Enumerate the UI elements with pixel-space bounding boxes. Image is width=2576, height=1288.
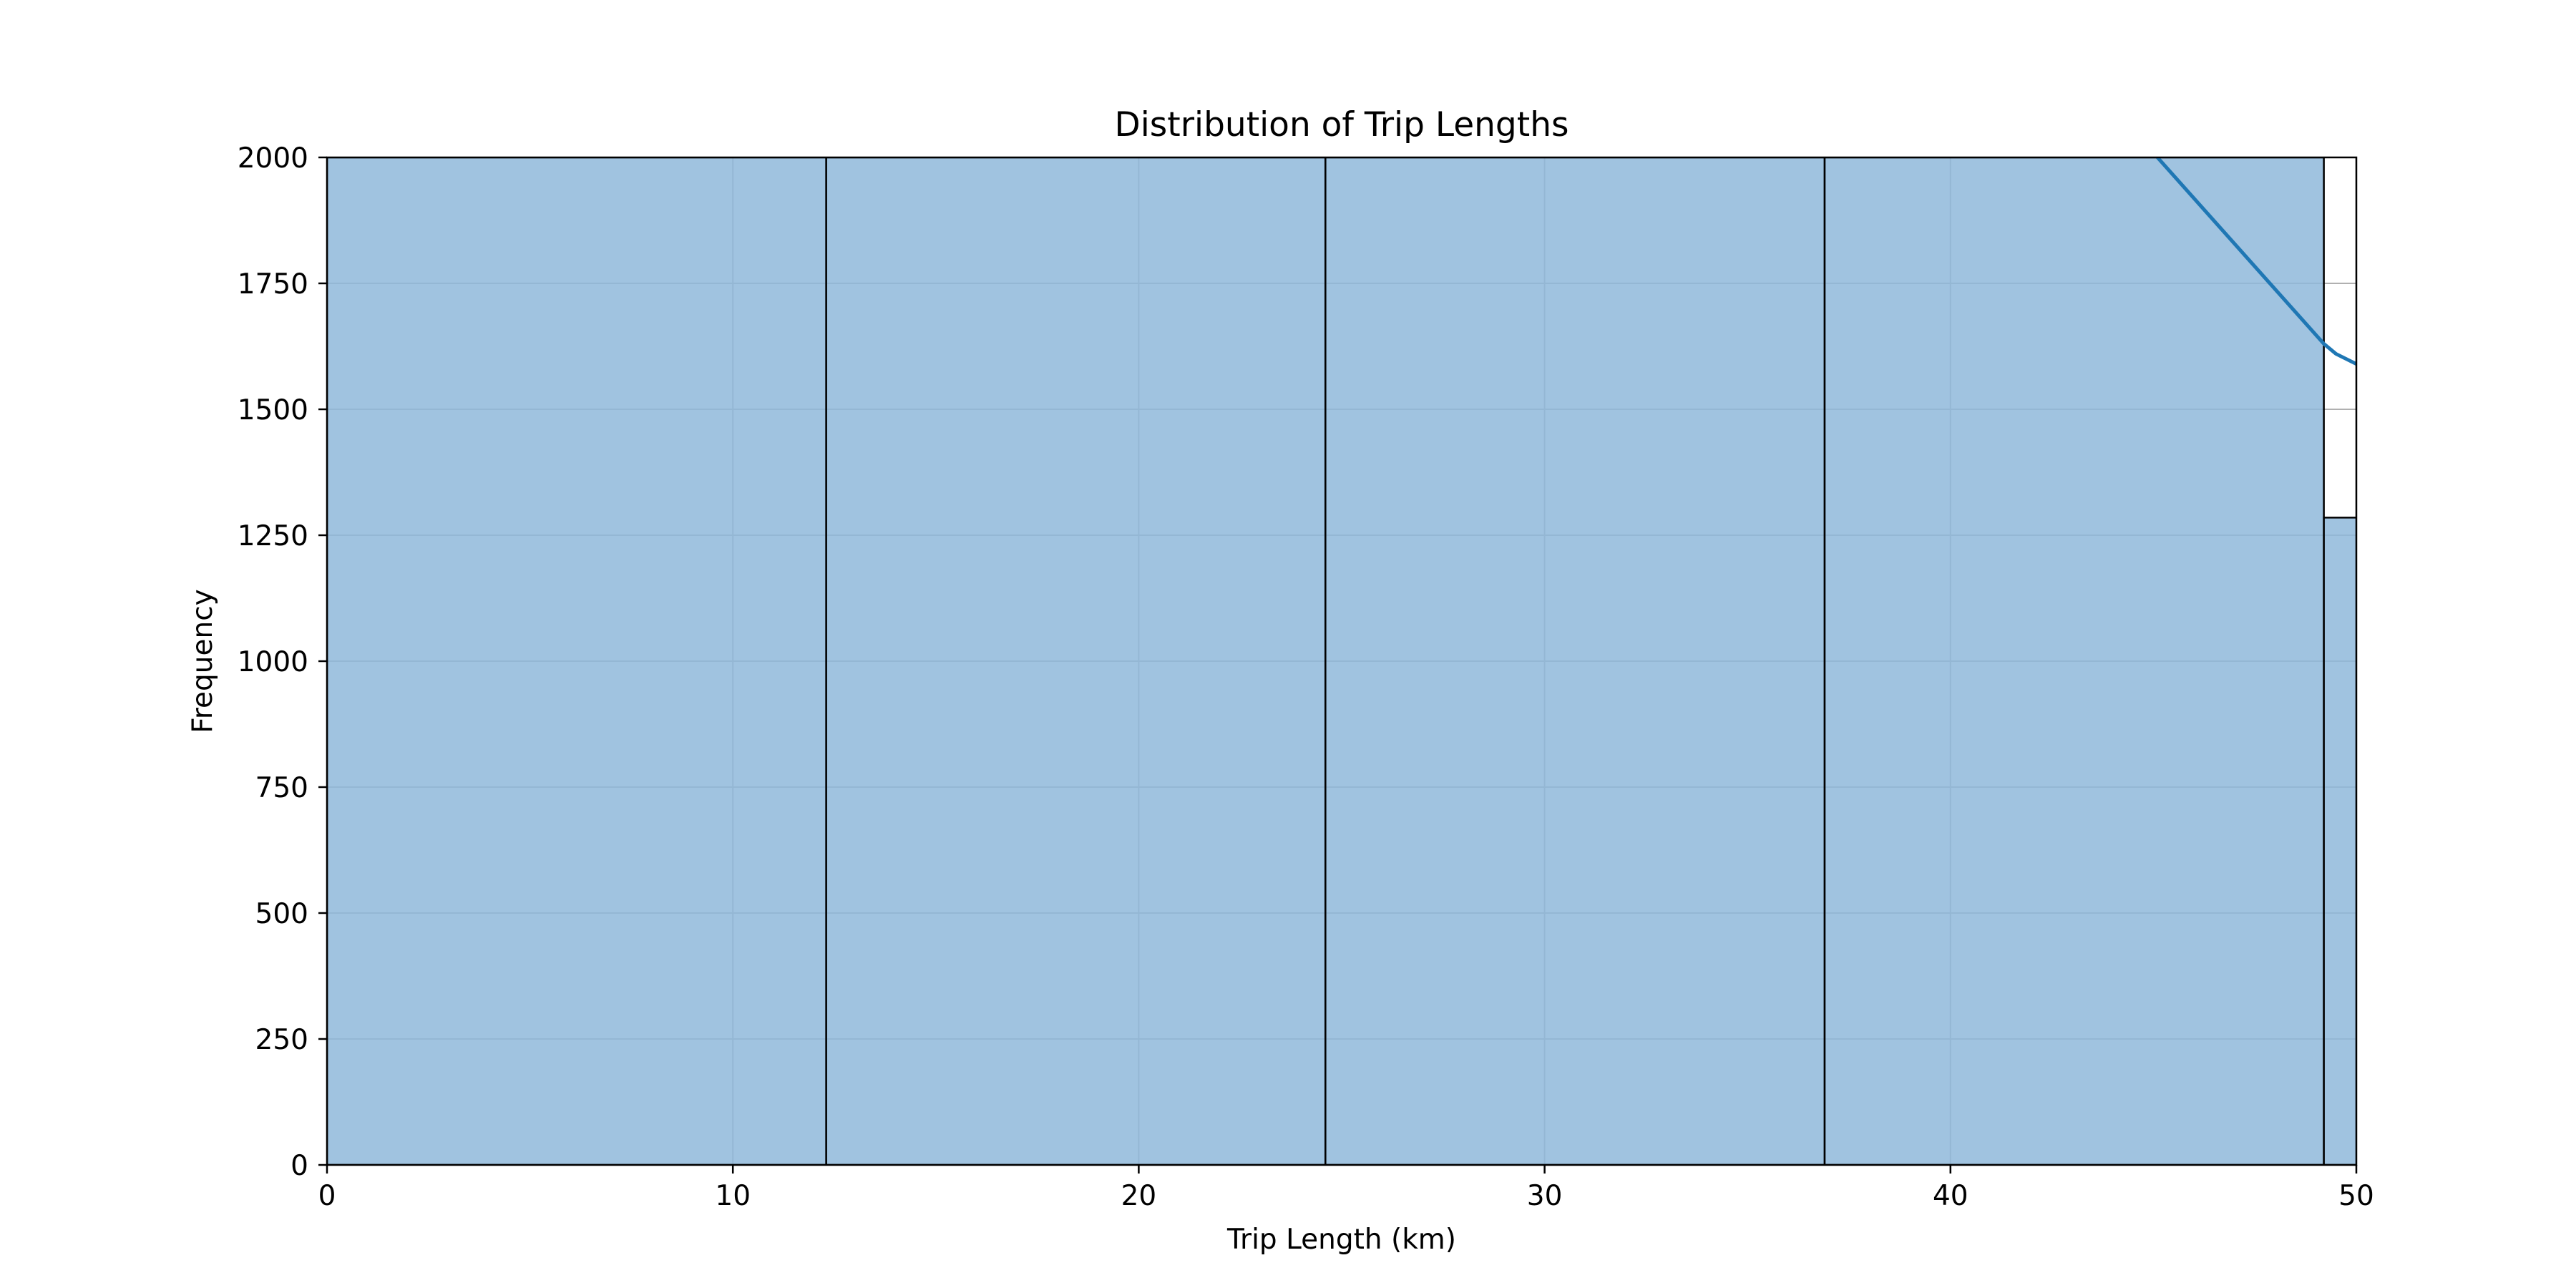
histogram-bar-4 [2323,517,2356,1165]
histogram-bar-0 [327,157,827,1165]
histogram-bars [327,157,2356,1165]
y-tick-label-6: 1500 [238,394,308,426]
y-tick-label-4: 1000 [238,646,308,678]
x-tick-label-3: 30 [1527,1180,1563,1212]
x-tick-label-2: 20 [1121,1180,1157,1212]
y-tick-label-8: 2000 [238,142,308,175]
x-tick-label-1: 10 [715,1180,751,1212]
x-tick-label-0: 0 [318,1180,336,1212]
x-tick-label-4: 40 [1933,1180,1968,1212]
histogram-bar-2 [1324,157,1826,1165]
histogram-bar-3 [1823,157,2325,1165]
chart-title: Distribution of Trip Lengths [1115,105,1569,145]
y-tick-label-2: 500 [255,898,308,930]
y-tick-label-1: 250 [255,1024,308,1056]
axis-ticks: 0 10 20 30 40 5002505007501000125015001750200… [238,142,2374,1212]
density-line [2156,157,2356,366]
density-curve [2156,157,2356,366]
y-tick-label-3: 750 [255,772,308,804]
x-tick-label-5: 50 [2338,1180,2374,1212]
y-tick-label-0: 0 [291,1150,308,1182]
y-tick-label-7: 1750 [238,268,308,301]
x-axis-title: Trip Length (km) [1226,1224,1456,1256]
y-axis-title: Frequency [187,589,219,733]
histogram-bar-1 [825,157,1327,1165]
y-tick-label-5: 1250 [238,520,308,552]
